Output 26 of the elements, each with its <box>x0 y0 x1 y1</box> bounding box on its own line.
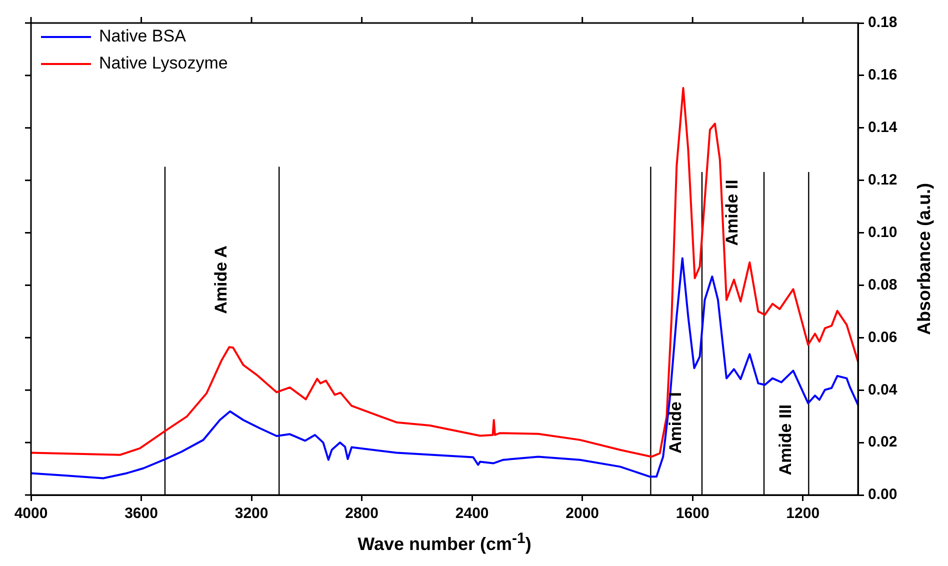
annotation: Amide II <box>722 180 742 246</box>
y-tick-label: 0.02 <box>868 434 898 451</box>
legend-label: Native BSA <box>99 26 187 46</box>
x-axis-title: Wave number (cm$^{-1}$) <box>356 530 532 555</box>
y-tick-label: 0.10 <box>868 224 898 241</box>
x-tick-label: 4000 <box>14 505 48 522</box>
x-tick-label: 1200 <box>786 505 820 522</box>
y-axis-title: Absorbance (a.u.) <box>914 182 934 336</box>
y-tick-label: 0.04 <box>868 381 898 398</box>
y-tick-label: 0.18 <box>868 14 898 32</box>
annotation: Amide A <box>212 246 231 314</box>
x-tick-label: 1600 <box>676 505 710 522</box>
y-tick-label: 0.08 <box>868 276 898 294</box>
legend-label: Native Lysozyme <box>99 54 228 73</box>
x-tick-label: 2800 <box>345 505 378 522</box>
y-tick-label: 0.00 <box>868 486 898 504</box>
y-tick-label: 0.12 <box>868 171 898 188</box>
annotation: Amide I <box>666 392 686 454</box>
y-tick-label: 0.14 <box>868 119 898 136</box>
x-tick-label: 3600 <box>124 505 158 522</box>
y-tick-label: 0.16 <box>868 66 898 84</box>
annotation: Amide III <box>776 404 796 476</box>
x-tick-label: 3200 <box>234 505 268 522</box>
x-tick-label: 2400 <box>455 505 489 522</box>
x-tick-label: 2000 <box>566 505 600 522</box>
y-tick-label: 0.06 <box>868 328 898 346</box>
